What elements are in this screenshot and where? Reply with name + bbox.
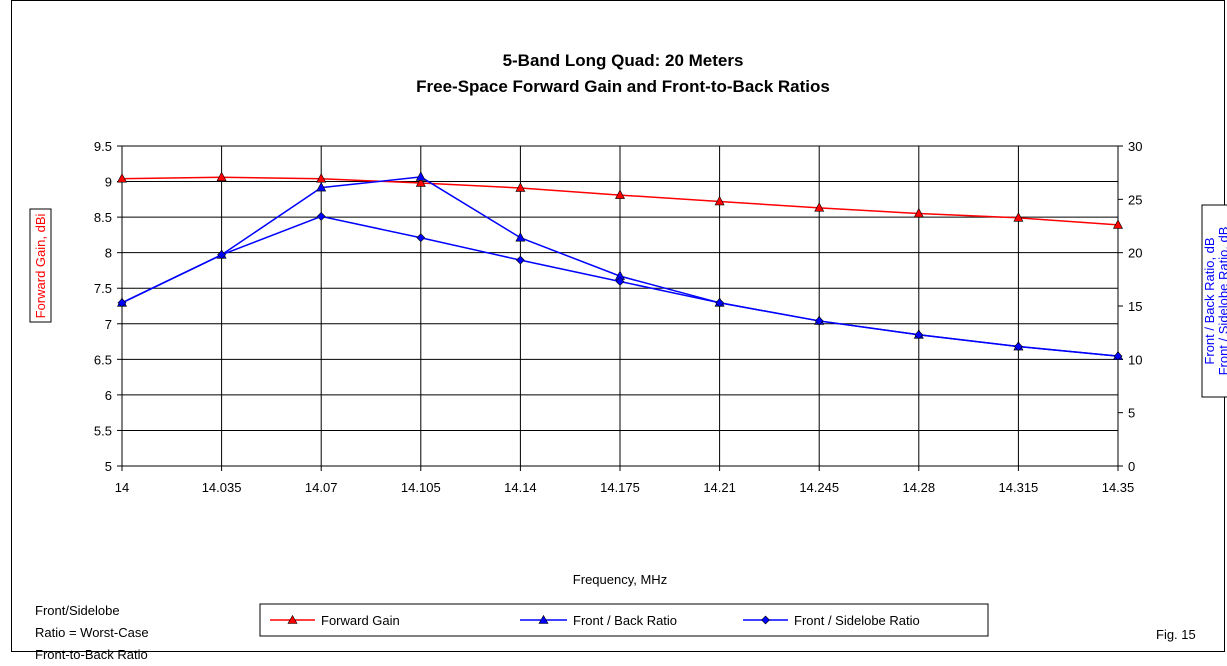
point-forward-gain <box>216 171 227 182</box>
y-left-tick-label: 5 <box>105 459 112 474</box>
footnote-line-3: Front-to-Back Ratio <box>35 647 148 662</box>
x-tick-label: 14.245 <box>799 480 839 495</box>
y-right-tick-label: 30 <box>1128 139 1142 154</box>
point-front-sidelobe-ratio <box>1113 351 1123 361</box>
legend-front-sidelobe-marker <box>761 615 770 625</box>
chart-subtitle: Free-Space Forward Gain and Front-to-Bac… <box>416 77 830 96</box>
y-right-label-box <box>1201 204 1227 398</box>
y-right-tick-label: 15 <box>1128 299 1142 314</box>
point-front-back-ratio <box>415 171 426 181</box>
footnote-line-2: Ratio = Worst-Case <box>35 625 149 640</box>
y-left-tick-label: 9 <box>105 175 112 190</box>
chart-frame <box>11 0 1225 652</box>
point-forward-gain <box>913 207 924 218</box>
y-axis-right-label-1: Front / Back Ratio, dB <box>1202 237 1217 364</box>
point-forward-gain <box>1113 219 1123 229</box>
point-forward-gain <box>814 202 825 212</box>
point-front-sidelobe-ratio <box>316 211 326 221</box>
y-left-label-box <box>29 208 52 323</box>
x-tick-label: 14.035 <box>202 480 242 495</box>
legend-front-back-label: Front / Back Ratio <box>573 613 677 628</box>
point-front-sidelobe-ratio <box>117 298 127 308</box>
x-tick-label: 14.28 <box>903 480 936 495</box>
y-left-tick-label: 7.5 <box>94 281 112 296</box>
x-axis-label: Frequency, MHz <box>573 572 667 587</box>
footnote-line-1: Front/Sidelobe <box>35 603 120 618</box>
y-left-tick-label: 6 <box>105 388 112 403</box>
point-forward-gain <box>117 173 127 183</box>
y-left-tick-label: 8 <box>105 246 112 261</box>
y-left-tick-label: 9.5 <box>94 139 112 154</box>
legend-box <box>259 603 989 637</box>
point-front-sidelobe-ratio <box>914 330 924 340</box>
point-forward-gain <box>714 195 725 206</box>
y-left-tick-label: 6.5 <box>94 352 112 367</box>
point-front-back-ratio <box>515 232 526 242</box>
y-right-tick-label: 5 <box>1128 406 1135 421</box>
y-left-tick-label: 8.5 <box>94 210 112 225</box>
point-forward-gain <box>415 177 426 187</box>
legend-forward-gain-label: Forward Gain <box>321 613 400 628</box>
chart-title: 5-Band Long Quad: 20 Meters <box>503 51 744 70</box>
x-tick-label: 14.315 <box>999 480 1039 495</box>
y-axis-right-label-2: Front / Sidelobe Ratio, dB <box>1216 227 1227 376</box>
point-forward-gain <box>615 189 625 199</box>
figure-label: Fig. 15 <box>1156 627 1196 642</box>
point-front-sidelobe-ratio <box>814 316 824 326</box>
y-right-tick-label: 20 <box>1128 246 1142 261</box>
point-front-sidelobe-ratio <box>1013 342 1023 351</box>
footnote: Front/Sidelobe Ratio = Worst-Case Front-… <box>35 600 149 666</box>
x-tick-label: 14.21 <box>703 480 736 495</box>
y-axis-left-label: Forward Gain, dBi <box>33 214 48 319</box>
point-front-sidelobe-ratio <box>615 277 625 286</box>
point-front-sidelobe-ratio <box>515 255 525 265</box>
y-right-tick-label: 0 <box>1128 459 1135 474</box>
y-right-tick-label: 25 <box>1128 192 1142 207</box>
point-front-sidelobe-ratio <box>217 250 227 260</box>
point-forward-gain <box>1013 212 1024 222</box>
point-front-sidelobe-ratio <box>715 298 725 308</box>
legend: Forward Gain Front / Back Ratio Front / … <box>259 603 989 637</box>
x-tick-label: 14.175 <box>600 480 640 495</box>
x-tick-label: 14.35 <box>1102 480 1135 495</box>
legend-front-sidelobe-label: Front / Sidelobe Ratio <box>794 613 920 628</box>
y-right-tick-label: 10 <box>1128 352 1142 367</box>
series-layer <box>117 171 1123 361</box>
x-tick-label: 14.07 <box>305 480 338 495</box>
point-forward-gain <box>515 182 526 192</box>
point-front-back-ratio <box>316 181 327 192</box>
y-left-tick-label: 7 <box>105 317 112 332</box>
legend-forward-gain-marker <box>287 614 298 624</box>
legend-front-back-marker <box>538 614 549 624</box>
x-tick-label: 14 <box>115 480 129 495</box>
y-left-tick-label: 5.5 <box>94 423 112 438</box>
x-tick-label: 14.14 <box>504 480 537 495</box>
x-tick-label: 14.105 <box>401 480 441 495</box>
point-front-sidelobe-ratio <box>416 233 426 243</box>
